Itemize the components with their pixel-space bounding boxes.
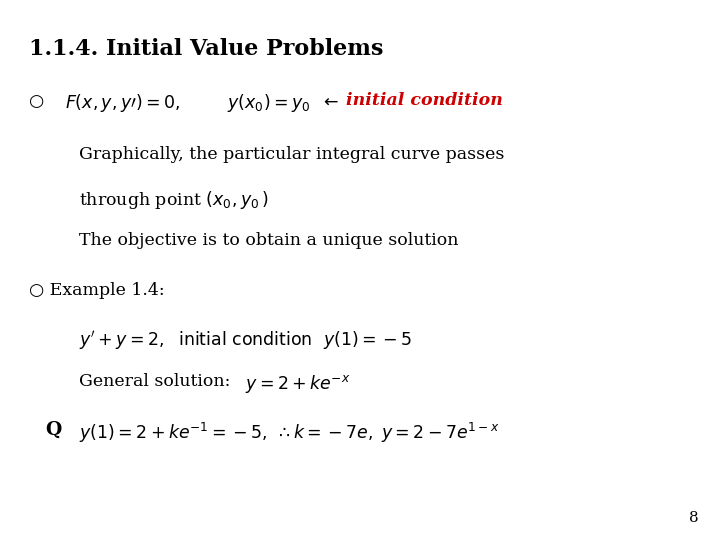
Text: The objective is to obtain a unique solution: The objective is to obtain a unique solu… (79, 232, 459, 249)
Text: Graphically, the particular integral curve passes: Graphically, the particular integral cur… (79, 146, 505, 163)
Text: through point $(x_0, y_0\,)$: through point $(x_0, y_0\,)$ (79, 189, 269, 211)
Text: 8: 8 (689, 511, 698, 525)
Text: $y(1) = 2 + ke^{-1} = -5,$$\;\therefore k = -7e, \; y = 2 - 7e^{1-x}$: $y(1) = 2 + ke^{-1} = -5,$$\;\therefore … (79, 421, 500, 445)
Text: Q: Q (45, 421, 62, 439)
Text: $y' + y = 2,$  initial condition  $y(1) = -5$: $y' + y = 2,$ initial condition $y(1) = … (79, 329, 413, 353)
Text: $y(x_0) = y_0$: $y(x_0) = y_0$ (227, 92, 310, 114)
Text: ○: ○ (29, 92, 44, 110)
Text: $y = 2 + ke^{-x}$: $y = 2 + ke^{-x}$ (245, 373, 350, 395)
Text: General solution:: General solution: (79, 373, 242, 389)
Text: $F(x, y, y\prime) = 0,$: $F(x, y, y\prime) = 0,$ (65, 92, 180, 114)
Text: ○ Example 1.4:: ○ Example 1.4: (29, 282, 164, 299)
Text: 1.1.4. Initial Value Problems: 1.1.4. Initial Value Problems (29, 38, 383, 60)
Text: $\leftarrow$: $\leftarrow$ (320, 92, 339, 110)
Text: initial condition: initial condition (346, 92, 503, 109)
